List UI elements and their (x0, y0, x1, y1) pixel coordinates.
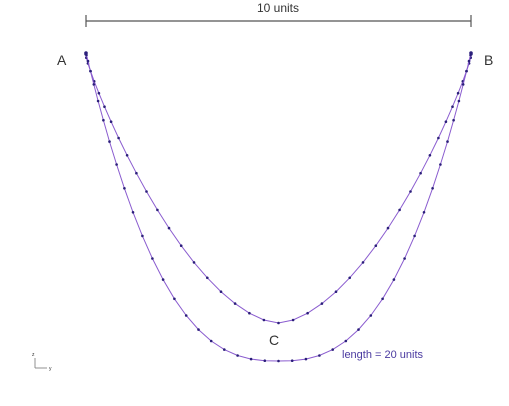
shallow-curve-node (219, 290, 223, 294)
shallow-curve-node (262, 318, 266, 322)
shallow-curve-node (291, 318, 295, 322)
shallow-curve-node (179, 244, 183, 247)
deep-curve-node (89, 69, 92, 73)
deep-curve-node (123, 187, 126, 190)
deep-curve-node (403, 257, 406, 260)
shallow-curve-node (398, 208, 401, 212)
deep-curve-node (344, 339, 348, 343)
anchor-b-node (469, 51, 473, 55)
point-a-label: A (57, 52, 67, 68)
point-c-label: C (269, 332, 279, 348)
deep-curve-node (461, 83, 465, 86)
deep-curve-node (318, 354, 321, 357)
shallow-curve-node (348, 276, 352, 280)
shallow-curve-node (437, 136, 440, 140)
deep-curve-node (304, 357, 308, 361)
axis-z-label: z (32, 352, 35, 358)
shallow-curve-node (125, 154, 129, 157)
shallow-curve-node (306, 311, 309, 315)
shallow-curve-node (167, 226, 171, 230)
shallow-curve-node (233, 302, 237, 305)
deep-curve-node (197, 328, 200, 331)
deep-curve-node (108, 140, 111, 143)
shallow-curve (85, 52, 472, 324)
deep-curve-node (457, 99, 461, 103)
deep-curve-node (290, 359, 294, 363)
shallow-curve-node (135, 171, 138, 175)
deep-curve-node (452, 118, 455, 122)
axis-triad: z y (32, 352, 52, 372)
shallow-curve-node (192, 261, 196, 264)
shallow-curve-node (444, 120, 448, 123)
length-label: length = 20 units (342, 349, 424, 361)
point-b-label: B (484, 52, 493, 68)
deep-curve-node (465, 69, 468, 73)
deep-curve-node (151, 257, 154, 260)
deep-curve-node (439, 163, 442, 166)
shallow-curve-node (206, 276, 209, 280)
deep-curve-node (236, 354, 239, 357)
shallow-curve-node (386, 226, 390, 230)
shallow-curve-node (109, 120, 113, 123)
shallow-curve-node (277, 321, 280, 325)
shallow-curve-node (156, 208, 159, 212)
shallow-curve-node (428, 154, 432, 157)
deep-curve-node (263, 359, 267, 363)
deep-curve-node (277, 359, 280, 363)
deep-curve-node (413, 234, 416, 238)
deep-curve-node (467, 59, 471, 63)
shallow-curve-node (361, 261, 365, 264)
anchor-a-node (84, 51, 88, 55)
deep-curve-node (102, 118, 105, 122)
deep-curve-node (331, 348, 335, 351)
deep-curve-node (446, 140, 449, 143)
shallow-curve-node (456, 91, 460, 95)
scale-bar-label: 10 units (257, 1, 299, 15)
shallow-curve-node (374, 244, 378, 247)
deep-curve-node (369, 314, 373, 317)
shallow-curve-node (451, 105, 454, 108)
shallow-curve-node (320, 302, 324, 305)
deep-curve-node (141, 234, 144, 238)
deep-curve-node (86, 59, 90, 63)
axis-y-label: y (49, 366, 52, 372)
shallow-curve-node (103, 105, 106, 108)
shallow-curve-node (117, 136, 120, 140)
deep-curve (85, 52, 472, 362)
deep-curve-node (184, 314, 188, 317)
shallow-curve-node (334, 290, 338, 294)
deep-curve-node (381, 297, 384, 301)
deep-curve-node (96, 99, 100, 103)
deep-curve-node (173, 297, 176, 301)
deep-curve-node (249, 357, 253, 361)
shallow-curve-node (409, 190, 412, 193)
shallow-curve-node (145, 190, 148, 193)
curves-group (84, 51, 473, 363)
shallow-curve-node (419, 171, 422, 175)
deep-curve-node (422, 211, 426, 214)
deep-curve-node (161, 278, 165, 281)
deep-curve-node (115, 163, 118, 166)
deep-curve-node (209, 339, 213, 343)
deep-curve-node (223, 348, 226, 351)
deep-curve-node (392, 278, 396, 281)
deep-curve-node (357, 328, 360, 331)
shallow-curve-node (97, 91, 101, 95)
shallow-curve-node (248, 311, 251, 315)
deep-curve-node (431, 187, 434, 190)
scale-bar: 10 units (85, 1, 472, 27)
deep-curve-node (131, 211, 135, 214)
deep-curve-node (92, 83, 96, 86)
